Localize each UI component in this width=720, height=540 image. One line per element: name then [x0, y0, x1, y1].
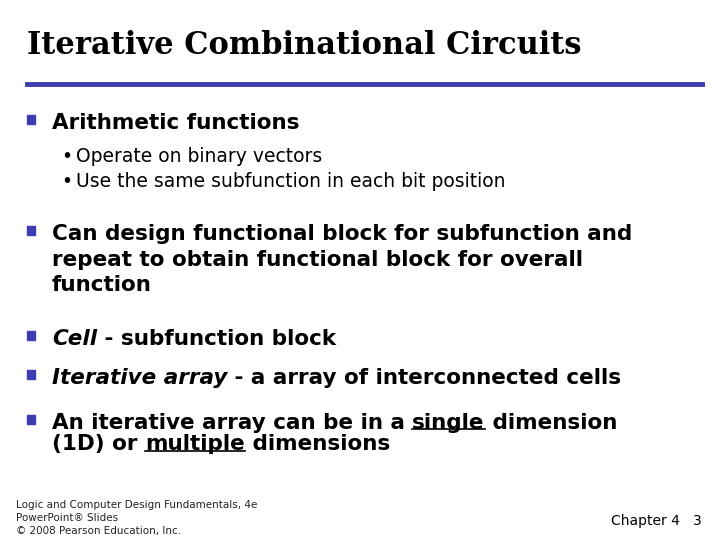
Text: An iterative array can be in a: An iterative array can be in a — [52, 413, 413, 433]
Text: - a array of interconnected cells: - a array of interconnected cells — [228, 368, 621, 388]
Text: Can design functional block for subfunction and
repeat to obtain functional bloc: Can design functional block for subfunct… — [52, 224, 632, 295]
Text: dimension: dimension — [485, 413, 617, 433]
Text: Cell: Cell — [52, 329, 97, 349]
Text: Chapter 4   3: Chapter 4 3 — [611, 514, 702, 528]
Text: multiple: multiple — [145, 435, 245, 455]
Bar — [27, 226, 35, 235]
Text: Iterative array: Iterative array — [52, 368, 228, 388]
Text: Arithmetic functions: Arithmetic functions — [52, 113, 300, 133]
Text: - subfunction block: - subfunction block — [97, 329, 336, 349]
Bar — [27, 370, 35, 379]
Text: Logic and Computer Design Fundamentals, 4e
PowerPoint® Slides
© 2008 Pearson Edu: Logic and Computer Design Fundamentals, … — [16, 500, 257, 536]
Text: single: single — [413, 413, 485, 433]
Text: Operate on binary vectors: Operate on binary vectors — [76, 147, 322, 166]
Text: Use the same subfunction in each bit position: Use the same subfunction in each bit pos… — [76, 172, 505, 191]
Bar — [27, 331, 35, 340]
Text: (1D) or: (1D) or — [52, 435, 145, 455]
Bar — [27, 415, 35, 424]
Bar — [27, 116, 35, 124]
Text: dimensions: dimensions — [245, 435, 390, 455]
Text: •: • — [61, 147, 72, 166]
Text: Iterative Combinational Circuits: Iterative Combinational Circuits — [27, 30, 582, 60]
Text: •: • — [61, 172, 72, 191]
